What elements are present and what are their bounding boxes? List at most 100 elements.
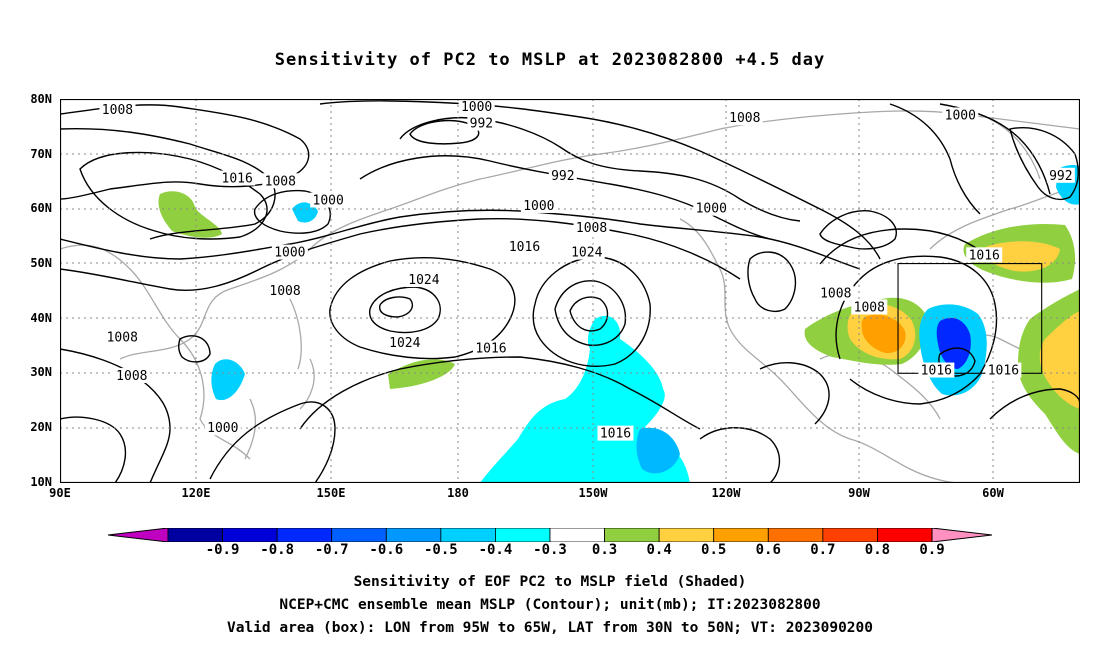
contour-label: 1024 <box>571 246 602 261</box>
lon-label-150w: 150W <box>578 486 608 500</box>
chart-title: Sensitivity of PC2 to MSLP at 2023082800… <box>274 50 826 70</box>
colorbar-label: -0.4 <box>478 542 513 558</box>
contour-label-bg <box>104 329 141 345</box>
colorbar-cell <box>713 528 769 542</box>
contour-label: 1000 <box>523 199 554 214</box>
colorbar-cell <box>440 528 496 542</box>
footer-line-2: NCEP+CMC ensemble mean MSLP (Contour); u… <box>279 597 821 613</box>
colorbar-label: 0.9 <box>919 542 945 558</box>
contour-label: 1008 <box>102 103 133 118</box>
colorbar-label: 0.4 <box>646 542 672 558</box>
colorbar-label: 0.6 <box>755 542 781 558</box>
lat-label-70n: 70N <box>30 147 52 161</box>
colorbar-cell <box>604 528 660 542</box>
contour-label-bg <box>817 285 854 301</box>
contour-label-bg <box>520 197 557 213</box>
colorbar-label: -0.9 <box>205 542 240 558</box>
contour-label: 1008 <box>265 174 296 189</box>
contour-label: 1008 <box>116 369 147 384</box>
lat-label-10n: 10N <box>30 475 52 489</box>
contour-label-bg <box>310 192 347 208</box>
contour-label: 1008 <box>107 331 138 346</box>
contour-label-bg <box>597 425 634 441</box>
contour-label: 1016 <box>600 427 631 442</box>
map-frame <box>60 99 1080 483</box>
contour-label: 1016 <box>969 248 1000 263</box>
contour-label-bg <box>204 420 241 436</box>
colorbar-cell <box>822 528 878 542</box>
contour-label: 1024 <box>389 336 420 351</box>
lat-label-30n: 30N <box>30 365 52 379</box>
contour-label: 1008 <box>269 284 300 299</box>
footer-line-1: Sensitivity of EOF PC2 to MSLP field (Sh… <box>353 574 747 590</box>
contour-label-bg <box>386 335 423 351</box>
colorbar-cell <box>767 528 824 542</box>
contour-label-bg <box>405 272 442 288</box>
contour-label: 1016 <box>988 364 1019 379</box>
contour-label: 1008 <box>854 300 885 315</box>
contour-label-bg <box>693 200 730 216</box>
contour-label-bg <box>568 244 605 260</box>
contour-label: 1016 <box>921 364 952 379</box>
shade-green-west <box>158 191 222 238</box>
colorbar-cell <box>167 528 223 542</box>
lat-label-50n: 50N <box>30 256 52 270</box>
lat-label-40n: 40N <box>30 311 52 325</box>
colorbar-cell <box>385 528 442 542</box>
contour-label-bg <box>113 368 150 384</box>
contour-label: 1008 <box>820 287 851 302</box>
contour-label: 1000 <box>461 100 492 115</box>
footer-line-3: Valid area (box): LON from 95W to 65W, L… <box>226 620 873 636</box>
contour-label-bg <box>918 362 955 378</box>
contour-label-bg <box>966 247 1003 263</box>
colorbar-cell <box>222 528 278 542</box>
colorbar-cell <box>495 528 551 542</box>
contour-label-bg <box>467 115 496 131</box>
contour-label-bg <box>506 239 543 255</box>
colorbar-label: 0.5 <box>701 542 727 558</box>
contour-label-bg <box>271 244 308 260</box>
contour-label-bg <box>942 107 979 123</box>
lon-label-120e: 120E <box>181 486 211 500</box>
colorbar <box>108 528 992 542</box>
contour-label-bg <box>219 170 256 186</box>
colorbar-cell <box>549 528 605 542</box>
shade-orange-box <box>861 314 906 354</box>
shade-blue-pacific <box>636 427 680 474</box>
contour-label: 992 <box>470 117 493 132</box>
contour-label: 1000 <box>274 246 305 261</box>
contour-label: 992 <box>551 169 574 184</box>
colorbar-label: -0.5 <box>423 542 458 558</box>
contour-label: 1024 <box>408 273 439 288</box>
contour-label: 1000 <box>696 202 727 217</box>
colorbar-arrow-left <box>108 528 169 542</box>
lon-label-60w: 60W <box>982 486 1004 500</box>
contour-label-bg <box>573 219 610 235</box>
contour-label: 1008 <box>729 111 760 126</box>
colorbar-label: -0.6 <box>369 542 404 558</box>
contour-label: 1016 <box>222 172 253 187</box>
colorbar-cell <box>276 528 333 542</box>
contour-label-bg <box>851 299 888 315</box>
mslp-contours <box>60 100 1080 483</box>
shade-green-central <box>388 359 455 389</box>
contour-label-bg <box>458 99 495 115</box>
contour-label-bg <box>1046 167 1075 183</box>
shade-blue-box <box>936 317 971 369</box>
colorbar-label: -0.8 <box>260 542 294 558</box>
colorbar-cell <box>331 528 387 542</box>
contour-label: 1000 <box>207 421 238 436</box>
shade-cyan-philippines <box>211 359 245 401</box>
contour-label-bg <box>262 173 299 189</box>
lat-label-80n: 80N <box>30 92 52 106</box>
colorbar-label: -0.7 <box>314 542 349 558</box>
contour-label-bg <box>99 101 136 117</box>
colorbar-label: -0.3 <box>533 542 567 558</box>
contour-label-bg <box>726 110 763 126</box>
colorbar-arrow-right <box>931 528 992 542</box>
mslp-map: 1008 1000 992 1008 1000 992 1016 1008 992 1000 100… <box>60 99 1080 483</box>
lon-label-120w: 120W <box>711 486 741 500</box>
contour-label: 1000 <box>945 108 976 123</box>
colorbar-label: 0.8 <box>864 542 891 558</box>
lon-label-90w: 90W <box>848 486 870 500</box>
